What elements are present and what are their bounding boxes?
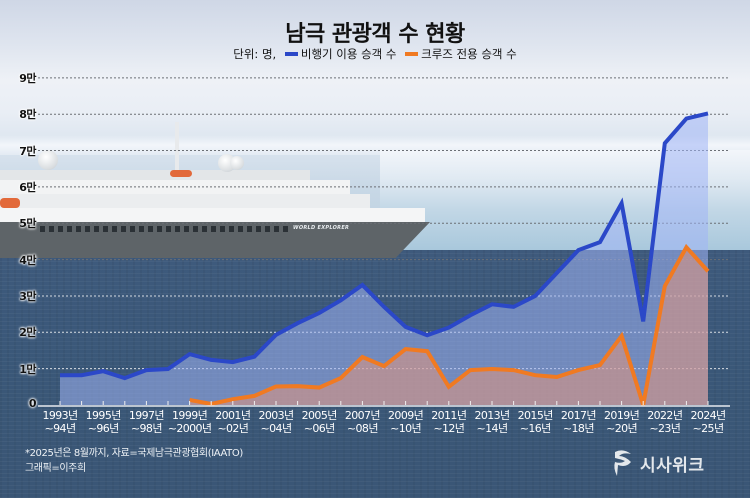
ship-lifeboat <box>170 170 192 177</box>
y-tick-label: 3만 <box>19 289 36 303</box>
series-area-0 <box>60 113 708 406</box>
legend-label-cruise: 크루즈 전용 승객 수 <box>421 47 517 61</box>
x-tick-label: 1997년 ~98년 <box>128 409 165 435</box>
legend-swatch-flight <box>284 51 298 56</box>
ship-mast <box>175 122 179 170</box>
ship-lifeboat <box>0 198 20 208</box>
x-tick-label: 2022년 ~23년 <box>647 409 683 435</box>
x-tick-label: 1999년 ~2000년 <box>167 409 212 435</box>
ship-windows <box>40 226 290 232</box>
y-tick-label: 5만 <box>19 217 36 231</box>
x-tick-label: 1995년 ~96년 <box>85 409 122 435</box>
ship-deck <box>0 170 310 180</box>
x-tick-label: 2005년 ~06년 <box>301 409 338 435</box>
x-tick-label: 2013년 ~14년 <box>474 409 510 435</box>
x-tick-label: 2024년 ~25년 <box>690 409 726 435</box>
footnote: *2025년은 8월까지, 자료=국제남극관광협회(IAATO) 그래픽=이주희 <box>25 446 243 476</box>
series-area-1 <box>189 247 709 405</box>
y-tick-label: 1만 <box>19 362 36 376</box>
x-tick-label: 2009년 ~10년 <box>388 409 424 435</box>
publisher-logo: 시사위크 <box>612 448 705 478</box>
x-tick-label: 2003년 ~04년 <box>258 409 294 435</box>
y-tick-label: 7만 <box>19 144 36 158</box>
y-tick-label: 9만 <box>19 71 36 85</box>
x-tick-label: 2017년 ~18년 <box>560 409 597 435</box>
legend-swatch-cruise <box>405 51 419 56</box>
chart-legend: 단위: 명, 비행기 이용 승객 수 크루즈 전용 승객 수 <box>0 46 750 62</box>
series-line-1 <box>189 243 710 406</box>
legend-label-flight: 비행기 이용 승객 수 <box>300 47 397 61</box>
x-tick-label: 1993년 ~94년 <box>42 409 78 435</box>
y-tick-label: 4만 <box>19 253 36 267</box>
sisaweek-logo-icon <box>614 450 631 476</box>
x-tick-label: 2015년 ~16년 <box>517 409 554 435</box>
x-tick-label: 2001년 ~02년 <box>215 409 251 435</box>
x-tick-label: 2019년 ~20년 <box>604 409 640 435</box>
ship-name: WORLD EXPLORER <box>293 225 350 231</box>
source-note: *2025년은 8월까지, 자료=국제남극관광협회(IAATO) <box>25 448 243 459</box>
y-tick-label: 8만 <box>19 108 36 122</box>
unit-label: 단위: 명, <box>233 47 277 61</box>
series-line-0 <box>60 111 709 381</box>
graphic-credit: 그래픽=이주희 <box>25 463 86 474</box>
y-tick-label: 2만 <box>19 326 36 340</box>
x-tick-label: 2007년 ~08년 <box>344 409 381 435</box>
chart-title: 남극 관광객 수 현황 <box>285 22 465 47</box>
ship-radar-dome <box>230 156 244 170</box>
y-tick-label: 0 <box>28 397 37 410</box>
logo-text: 시사위크 <box>640 455 705 476</box>
ship-radar-dome <box>38 150 58 170</box>
y-tick-label: 6만 <box>19 180 36 194</box>
x-tick-label: 2011년 ~12년 <box>431 409 467 435</box>
